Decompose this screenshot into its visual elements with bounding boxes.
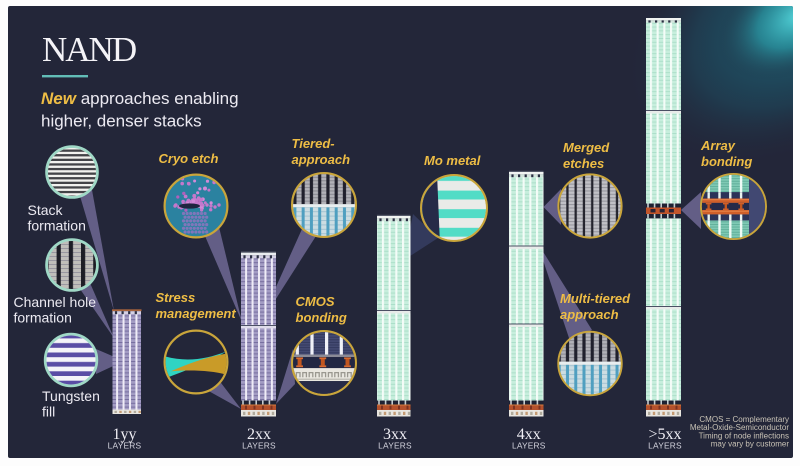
svg-text:LAYERS: LAYERS — [512, 441, 546, 451]
svg-text:Array: Array — [700, 138, 736, 153]
svg-text:LAYERS: LAYERS — [378, 441, 412, 451]
svg-text:approach: approach — [292, 152, 351, 167]
svg-text:management: management — [156, 306, 237, 321]
svg-text:Metal-Oxide-Semiconductor: Metal-Oxide-Semiconductor — [690, 423, 789, 432]
svg-text:Cryo etch: Cryo etch — [159, 151, 219, 166]
svg-text:Stack: Stack — [28, 202, 64, 218]
svg-text:Mo metal: Mo metal — [424, 153, 481, 168]
svg-text:CMOS = Complementary: CMOS = Complementary — [699, 415, 789, 424]
svg-text:CMOS: CMOS — [296, 294, 335, 309]
svg-text:New approaches enabling: New approaches enabling — [41, 89, 239, 108]
svg-text:etches: etches — [563, 156, 604, 171]
svg-text:LAYERS: LAYERS — [648, 441, 682, 451]
svg-text:Multi-tiered: Multi-tiered — [560, 291, 631, 306]
svg-text:formation: formation — [14, 310, 72, 326]
svg-text:LAYERS: LAYERS — [242, 441, 276, 451]
svg-text:may vary by customer: may vary by customer — [711, 440, 790, 449]
svg-text:Stress: Stress — [156, 290, 196, 305]
svg-text:bonding: bonding — [296, 310, 347, 325]
svg-text:NAND: NAND — [42, 30, 136, 69]
svg-text:bonding: bonding — [701, 154, 752, 169]
svg-text:Tungsten: Tungsten — [42, 388, 100, 404]
svg-text:2xx: 2xx — [247, 426, 271, 443]
svg-text:Timing of node inflections: Timing of node inflections — [699, 431, 789, 440]
svg-text:1yy: 1yy — [113, 426, 137, 443]
svg-text:Tiered-: Tiered- — [292, 136, 335, 151]
svg-text:formation: formation — [28, 218, 86, 234]
svg-text:higher, denser stacks: higher, denser stacks — [41, 112, 202, 131]
svg-text:LAYERS: LAYERS — [108, 441, 142, 451]
svg-text:Channel hole: Channel hole — [14, 294, 97, 310]
svg-text:Merged: Merged — [563, 140, 610, 155]
svg-text:approach: approach — [560, 307, 619, 322]
svg-text:3xx: 3xx — [383, 426, 407, 443]
svg-text:4xx: 4xx — [517, 426, 541, 443]
svg-text:>5xx: >5xx — [648, 426, 681, 443]
svg-text:fill: fill — [42, 404, 55, 420]
